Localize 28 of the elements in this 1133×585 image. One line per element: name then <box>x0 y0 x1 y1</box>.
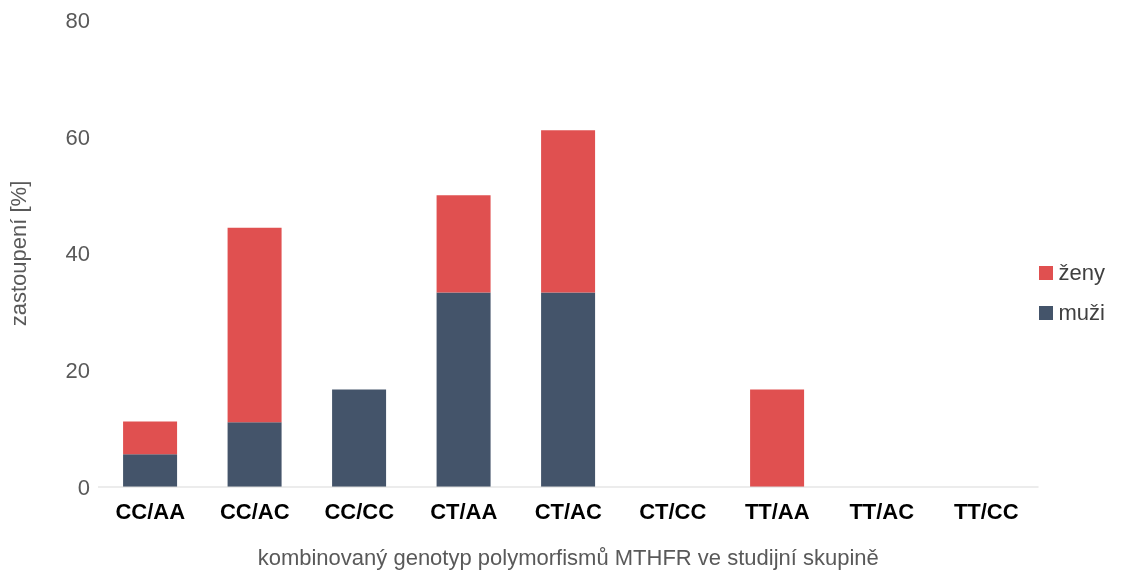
x-tick-label: TT/AA <box>744 498 810 524</box>
y-axis-title: zastoupení [%] <box>5 180 31 327</box>
bar <box>541 130 596 293</box>
bar <box>123 454 178 487</box>
bar <box>436 195 491 293</box>
y-tick-label: 40 <box>65 241 90 267</box>
y-tick-label: 80 <box>65 7 90 33</box>
x-tick-label: TT/AC <box>849 498 915 524</box>
x-tick-label: CT/CC <box>639 498 707 524</box>
y-tick-label: 60 <box>65 124 90 150</box>
bar <box>227 227 282 423</box>
x-tick-label: CC/AC <box>219 498 290 524</box>
x-tick-label: CC/AA <box>115 498 186 524</box>
bar <box>227 422 282 487</box>
bar <box>750 389 805 487</box>
y-tick-label: 0 <box>77 474 90 500</box>
bar <box>123 421 178 455</box>
y-tick-label: 20 <box>65 358 90 384</box>
x-tick-label: CT/AC <box>534 498 602 524</box>
x-tick-label: CT/AA <box>430 498 498 524</box>
bar <box>541 292 596 487</box>
x-tick-label: TT/CC <box>953 498 1019 524</box>
bar <box>332 389 387 487</box>
legend-label: muži <box>1058 299 1105 326</box>
x-tick-label: CC/CC <box>324 498 395 524</box>
legend-label: ženy <box>1058 259 1105 286</box>
bar <box>436 292 491 487</box>
x-axis-title: kombinovaný genotyp polymorfismů MTHFR ve studijní skupině <box>257 545 879 570</box>
